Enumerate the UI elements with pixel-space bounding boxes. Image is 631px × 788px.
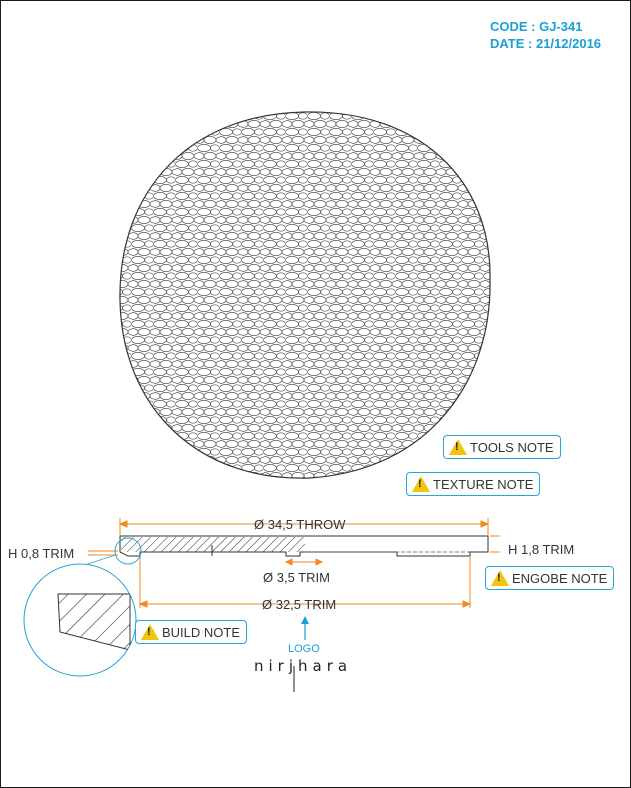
tools-note-label: TOOLS NOTE bbox=[470, 439, 554, 455]
warning-icon bbox=[141, 624, 159, 640]
warning-icon bbox=[449, 439, 467, 455]
dim-foot: Ø 3,5 TRIM bbox=[263, 570, 330, 585]
drawing-meta: CODE : GJ-341 DATE : 21/12/2016 bbox=[490, 18, 601, 52]
dimension-lines bbox=[88, 518, 500, 608]
section-hatch bbox=[121, 537, 305, 552]
drawing-code: CODE : GJ-341 bbox=[490, 19, 583, 34]
texture-note-label: TEXTURE NOTE bbox=[433, 476, 534, 492]
plate-top-view bbox=[119, 111, 491, 479]
build-note-label: BUILD NOTE bbox=[162, 624, 241, 640]
drawing-date: DATE : 21/12/2016 bbox=[490, 36, 602, 51]
dim-throw: Ø 34,5 THROW bbox=[254, 517, 346, 532]
dim-left-height: H 0,8 TRIM bbox=[8, 546, 74, 561]
plate-section bbox=[119, 535, 489, 557]
warning-icon bbox=[412, 476, 430, 492]
dim-trim: Ø 32,5 TRIM bbox=[262, 597, 336, 612]
warning-icon bbox=[491, 570, 509, 586]
texture-note-button[interactable]: TEXTURE NOTE bbox=[406, 472, 541, 496]
dim-right-height: H 1,8 TRIM bbox=[508, 542, 574, 557]
logo-pointer bbox=[301, 616, 309, 640]
brand-logo: nirjhara bbox=[254, 657, 353, 675]
tools-note-button[interactable]: TOOLS NOTE bbox=[443, 435, 561, 459]
engobe-note-label: ENGOBE NOTE bbox=[512, 570, 608, 586]
logo-label: LOGO bbox=[288, 643, 320, 655]
rim-detail bbox=[23, 537, 142, 677]
engobe-note-button[interactable]: ENGOBE NOTE bbox=[485, 566, 615, 590]
build-note-button[interactable]: BUILD NOTE bbox=[135, 620, 248, 644]
